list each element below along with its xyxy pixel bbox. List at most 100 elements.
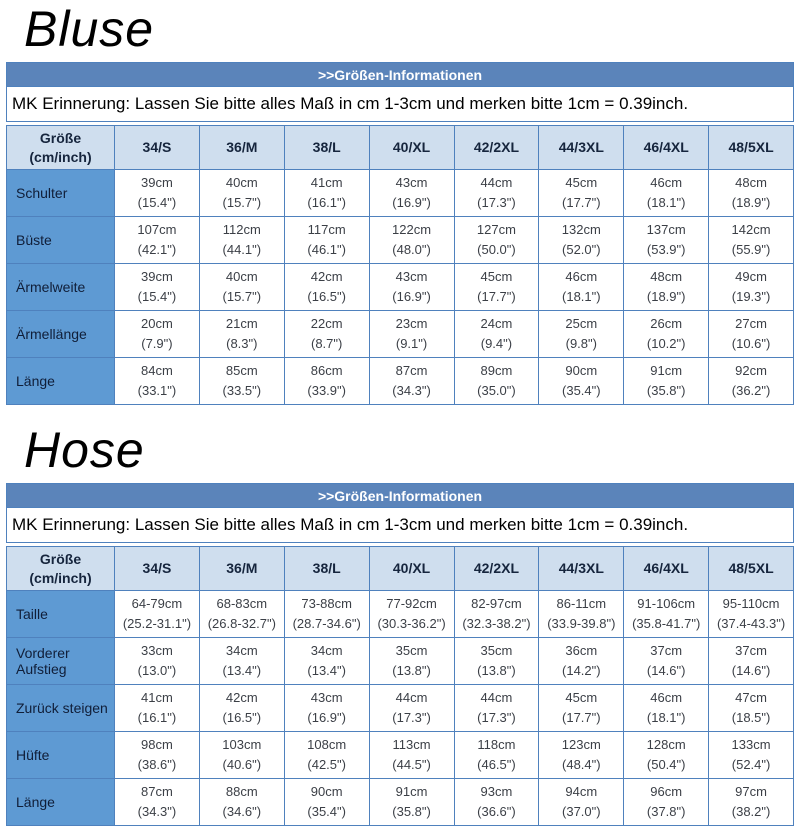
size-column-header: 48/5XL [708,546,794,591]
measurement-cell: 43cm (16.9") [368,263,455,311]
measurement-cell: 96cm (37.8") [623,778,710,826]
measurement-cell: 73-88cm (28.7-34.6") [283,590,370,638]
measurement-cell: 118cm (46.5") [453,731,540,779]
measurement-cell: 35cm (13.8") [368,637,455,685]
measurement-cell: 22cm (8.7") [283,310,370,358]
measurement-cell: 137cm (53.9") [623,216,710,264]
measurement-cell: 122cm (48.0") [368,216,455,264]
measurement-cell: 82-97cm (32.3-38.2") [453,590,540,638]
measurement-cell: 40cm (15.7") [198,263,285,311]
measurement-cell: 98cm (38.6") [114,731,200,779]
size-column-header: 38/L [283,125,370,170]
measurement-cell: 103cm (40.6") [198,731,285,779]
measurement-label: Länge [6,778,115,826]
measurement-cell: 41cm (16.1") [283,169,370,217]
measurement-cell: 64-79cm (25.2-31.1") [114,590,200,638]
measurement-cell: 117cm (46.1") [283,216,370,264]
measurement-cell: 44cm (17.3") [453,684,540,732]
measurement-cell: 36cm (14.2") [538,637,625,685]
table-row: Taille 64-79cm (25.2-31.1") 68-83cm (26.8-32… [6,590,794,638]
measurement-cell: 127cm (50.0") [453,216,540,264]
measurement-cell: 39cm (15.4") [114,263,200,311]
measurement-cell: 128cm (50.4") [623,731,710,779]
measurement-cell: 48cm (18.9") [623,263,710,311]
measurement-cell: 48cm (18.9") [708,169,794,217]
size-grid-host-bluse: Größe (cm/inch) 34/S 36/M 38/L 40/XL 42/2XL 44/… [6,125,794,405]
measurement-label: Zurück steigen [6,684,115,732]
measurement-cell: 25cm (9.8") [538,310,625,358]
measurement-cell: 45cm (17.7") [538,684,625,732]
size-column-header: 42/2XL [453,125,540,170]
size-column-header: 34/S [114,125,200,170]
size-column-header: 46/4XL [623,125,710,170]
measurement-cell: 113cm (44.5") [368,731,455,779]
measurement-cell: 43cm (16.9") [283,684,370,732]
table-row: Vorderer Aufstieg 33cm (13.0") 34cm (13.4") 3… [6,637,794,685]
measurement-cell: 87cm (34.3") [368,357,455,405]
measurement-cell: 23cm (9.1") [368,310,455,358]
size-column-header: 36/M [198,546,285,591]
measurement-cell: 91cm (35.8") [368,778,455,826]
measurement-cell: 47cm (18.5") [708,684,794,732]
table-caption: >>Größen-Informationen [6,62,794,87]
measurement-cell: 44cm (17.3") [453,169,540,217]
measurement-cell: 112cm (44.1") [198,216,285,264]
measurement-cell: 85cm (33.5") [198,357,285,405]
measurement-cell: 42cm (16.5") [283,263,370,311]
measurement-label: Büste [6,216,115,264]
measurement-cell: 94cm (37.0") [538,778,625,826]
measurement-cell: 37cm (14.6") [623,637,710,685]
measurement-cell: 24cm (9.4") [453,310,540,358]
size-table-hose: >>Größen-Informationen MK Erinnerung: La… [6,483,794,826]
measurement-label: Taille [6,590,115,638]
size-column-header: 46/4XL [623,546,710,591]
measurement-label: Schulter [6,169,115,217]
table-row: Büste 107cm (42.1") 112cm (44.1") 117cm (46.1"… [6,216,794,264]
measurement-cell: 37cm (14.6") [708,637,794,685]
size-column-header: 48/5XL [708,125,794,170]
measurement-label: Hüfte [6,731,115,779]
measurement-cell: 88cm (34.6") [198,778,285,826]
measurement-cell: 86cm (33.9") [283,357,370,405]
size-grid: Größe (cm/inch) 34/S 36/M 38/L 40/XL 42/2XL 44/… [6,125,794,405]
table-caption: >>Größen-Informationen [6,483,794,508]
header-row: Größe (cm/inch) 34/S 36/M 38/L 40/XL 42/2XL 44/… [6,125,794,170]
measurement-cell: 90cm (35.4") [283,778,370,826]
measurement-cell: 123cm (48.4") [538,731,625,779]
measurement-cell: 91-106cm (35.8-41.7") [623,590,710,638]
measurement-cell: 46cm (18.1") [623,684,710,732]
measurement-cell: 46cm (18.1") [538,263,625,311]
measurement-cell: 84cm (33.1") [114,357,200,405]
measurement-cell: 20cm (7.9") [114,310,200,358]
measurement-cell: 86-11cm (33.9-39.8") [538,590,625,638]
table-row: Länge 84cm (33.1") 85cm (33.5") 86cm (33.9") 87… [6,357,794,405]
measurement-cell: 87cm (34.3") [114,778,200,826]
measurement-cell: 21cm (8.3") [198,310,285,358]
measurement-cell: 95-110cm (37.4-43.3") [708,590,794,638]
table-row: Ärmelweite 39cm (15.4") 40cm (15.7") 42cm (16.… [6,263,794,311]
table-row: Zurück steigen 41cm (16.1") 42cm (16.5") 43cm… [6,684,794,732]
table-row: Hüfte 98cm (38.6") 103cm (40.6") 108cm (42.5")… [6,731,794,779]
table-row: Schulter 39cm (15.4") 40cm (15.7") 41cm (16.1"… [6,169,794,217]
measurement-label: Ärmelweite [6,263,115,311]
measurement-cell: 45cm (17.7") [453,263,540,311]
size-column-header: 36/M [198,125,285,170]
measurement-cell: 90cm (35.4") [538,357,625,405]
measurement-cell: 34cm (13.4") [198,637,285,685]
measurement-cell: 44cm (17.3") [368,684,455,732]
measurement-cell: 92cm (36.2") [708,357,794,405]
corner-header: Größe (cm/inch) [6,546,115,591]
measurement-cell: 49cm (19.3") [708,263,794,311]
measurement-label: Länge [6,357,115,405]
measurement-cell: 133cm (52.4") [708,731,794,779]
measurement-label: Vorderer Aufstieg [6,637,115,685]
measurement-cell: 91cm (35.8") [623,357,710,405]
section-title-hose: Hose [24,422,145,478]
measurement-cell: 77-92cm (30.3-36.2") [368,590,455,638]
size-column-header: 34/S [114,546,200,591]
size-column-header: 40/XL [368,546,455,591]
section-bluse: Bluse >>Größen-Informationen MK Erinneru… [0,4,800,405]
measurement-cell: 33cm (13.0") [114,637,200,685]
measurement-cell: 40cm (15.7") [198,169,285,217]
size-column-header: 42/2XL [453,546,540,591]
